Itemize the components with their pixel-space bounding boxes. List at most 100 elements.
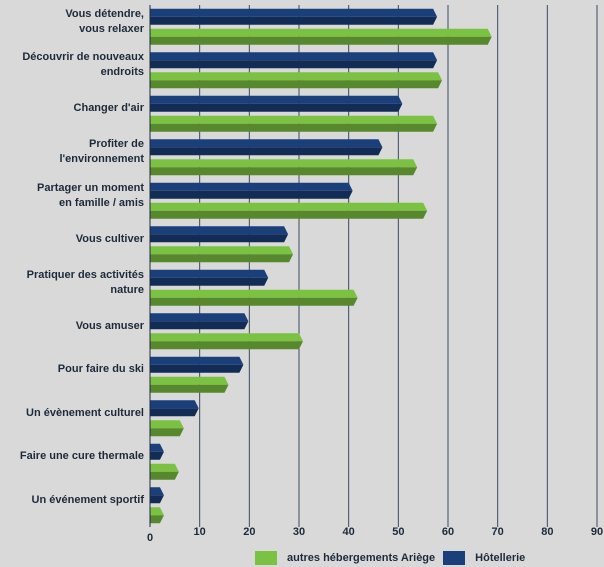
bar-bottom-face	[150, 147, 383, 156]
bar-hotellerie	[150, 8, 438, 25]
bar-top-face	[150, 139, 383, 148]
x-tick-label: 90	[591, 526, 603, 538]
bar-top-face	[150, 443, 164, 452]
bar-bottom-face	[150, 80, 443, 89]
legend-swatch-hotellerie	[443, 550, 466, 565]
bar-bottom-face	[150, 123, 438, 132]
bar-hotellerie	[150, 400, 199, 417]
bar-bottom-face	[150, 167, 418, 176]
bar-other	[150, 420, 184, 437]
bar-top-face	[150, 313, 249, 322]
bar-bottom-face	[150, 234, 289, 243]
bar-top-face	[150, 333, 303, 342]
x-tick-label: 50	[392, 526, 404, 538]
category-label: Vous cultiver	[75, 232, 144, 245]
bar-bottom-face	[150, 297, 358, 306]
legend-swatch-other	[255, 550, 277, 565]
bar-bottom-face	[150, 384, 229, 393]
bar-hotellerie	[150, 443, 164, 460]
bar-bottom-face	[150, 408, 199, 417]
category-label: Découvrir de nouveaux endroits	[22, 51, 144, 79]
bar-top-face	[150, 202, 428, 211]
category-label: Un événement sportif	[31, 493, 144, 506]
bar-top-face	[150, 8, 438, 17]
category-label: Pratiquer des activités nature	[26, 268, 144, 296]
category-label: Partager un moment en famille / amis	[37, 181, 144, 209]
bar-top-face	[150, 420, 184, 429]
bar-top-face	[150, 182, 353, 191]
bar-top-face	[150, 159, 418, 168]
bar-hotellerie	[150, 139, 383, 156]
bar-top-face	[150, 95, 403, 104]
bar-hotellerie	[150, 52, 438, 69]
bar-top-face	[150, 356, 244, 365]
bar-other	[150, 159, 418, 176]
category-label: Changer d'air	[73, 102, 144, 115]
bar-bottom-face	[150, 341, 303, 350]
x-tick-label: 70	[492, 526, 504, 538]
bar-hotellerie	[150, 269, 269, 286]
bar-bottom-face	[150, 277, 269, 286]
bar-top-face	[150, 28, 492, 37]
bar-other	[150, 333, 303, 350]
x-tick-label: 60	[442, 526, 454, 538]
bar-other	[150, 28, 492, 45]
category-label: Profiter de l'environnement	[59, 138, 144, 166]
x-tick-label: 30	[293, 526, 305, 538]
bar-hotellerie	[150, 182, 353, 199]
bar-top-face	[150, 507, 164, 516]
x-tick-label: 40	[343, 526, 355, 538]
bar-bottom-face	[150, 428, 184, 437]
bar-bottom-face	[150, 210, 428, 219]
bar-bottom-face	[150, 471, 179, 480]
bar-bottom-face	[150, 321, 249, 330]
bar-top-face	[150, 400, 199, 409]
bar-hotellerie	[150, 226, 289, 243]
bar-other	[150, 376, 229, 393]
bar-top-face	[150, 115, 438, 124]
bar-other	[150, 289, 358, 306]
legend-label-hotellerie: Hôtellerie	[475, 551, 526, 564]
bar-bottom-face	[150, 451, 164, 460]
category-label: Faire une cure thermale	[19, 450, 144, 463]
bar-other	[150, 115, 438, 132]
bar-top-face	[150, 246, 294, 255]
bar-bottom-face	[150, 515, 164, 524]
x-tick-label: 0	[147, 532, 153, 544]
bar-bottom-face	[150, 16, 438, 25]
bar-bottom-face	[150, 36, 492, 45]
bar-top-face	[150, 72, 443, 81]
gridlines	[199, 5, 598, 527]
bar-top-face	[150, 463, 179, 472]
category-label: Pour faire du ski	[57, 363, 144, 376]
bar-hotellerie	[150, 487, 164, 504]
bar-hotellerie	[150, 313, 249, 330]
bar-top-face	[150, 269, 269, 278]
x-tick-label: 80	[541, 526, 553, 538]
category-label: Un évènement culturel	[26, 406, 144, 419]
bar-other	[150, 72, 443, 89]
x-axis-ticks: 0 10 20 30 40 50 60 70 80 90	[147, 526, 603, 544]
x-tick-label: 10	[194, 526, 206, 538]
bar-other	[150, 507, 164, 524]
category-label: Vous amuser	[75, 319, 144, 332]
category-label: Vous détendre, vous relaxer	[65, 7, 144, 35]
bar-top-face	[150, 52, 438, 61]
bar-bottom-face	[150, 60, 438, 69]
bar-bottom-face	[150, 254, 294, 263]
bar-top-face	[150, 487, 164, 496]
bar-bottom-face	[150, 190, 353, 199]
bar-bottom-face	[150, 364, 244, 373]
bar-hotellerie	[150, 356, 244, 373]
bar-bottom-face	[150, 103, 403, 112]
bar-other	[150, 246, 294, 263]
x-tick-label: 20	[243, 526, 255, 538]
bar-top-face	[150, 289, 358, 298]
bar-top-face	[150, 376, 229, 385]
bars	[150, 8, 492, 524]
bar-hotellerie	[150, 95, 403, 112]
bar-bottom-face	[150, 495, 164, 504]
bar-top-face	[150, 226, 289, 235]
bar-other	[150, 463, 179, 480]
